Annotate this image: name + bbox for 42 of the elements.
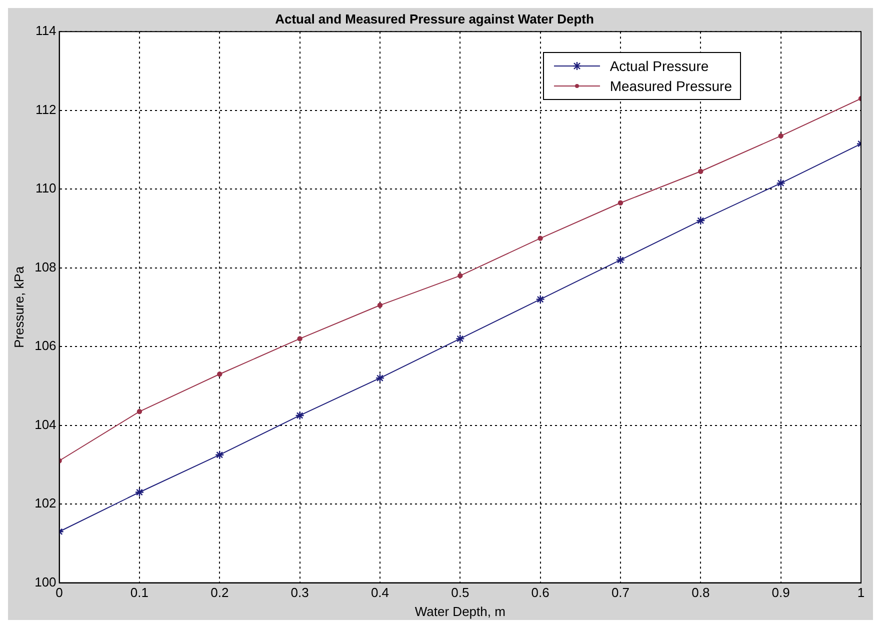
point — [698, 168, 704, 174]
y-tick-label: 112 — [36, 102, 56, 117]
y-tick-label: 108 — [34, 259, 56, 274]
x-tick-label: 0 — [56, 585, 63, 600]
legend-label: Measured Pressure — [610, 78, 732, 94]
x-tick-label: 0.1 — [130, 585, 148, 600]
y-tick-label: 100 — [34, 574, 56, 590]
point — [456, 334, 465, 344]
y-tick-label: 114 — [36, 23, 56, 38]
y-tick-label: 106 — [34, 338, 56, 354]
y-tick-label: 110 — [36, 180, 56, 196]
point — [297, 336, 302, 342]
x-tick-label: 0.7 — [611, 585, 630, 600]
y-tick-label: 102 — [34, 496, 56, 511]
x-tick-label: 0.9 — [772, 585, 790, 600]
point — [778, 133, 784, 139]
point — [616, 255, 626, 265]
x-tick-label: 0.8 — [692, 585, 710, 600]
point — [375, 373, 385, 383]
x-tick-label: 0.3 — [290, 585, 309, 600]
point — [776, 178, 786, 188]
point — [618, 200, 624, 206]
point — [217, 372, 222, 377]
x-tick-label: 0.4 — [370, 585, 390, 600]
point — [215, 450, 224, 460]
point — [136, 408, 142, 414]
point — [696, 216, 706, 226]
x-tick-label: 0.6 — [531, 585, 550, 600]
x-tick-label: 0.2 — [210, 585, 229, 600]
point — [458, 273, 463, 278]
legend-label: Actual Pressure — [610, 58, 709, 74]
point — [134, 488, 144, 497]
x-axis-title: Water Depth, m — [414, 604, 506, 619]
point — [295, 410, 304, 420]
point — [538, 236, 543, 241]
point — [377, 302, 383, 308]
point — [536, 294, 545, 304]
x-tick-label: 0.5 — [451, 585, 470, 600]
y-axis-title: Pressure, kPa — [11, 266, 26, 348]
chart-title: Actual and Measured Pressure against Water Depth — [275, 11, 594, 26]
x-tick-label: 1 — [857, 585, 865, 600]
y-tick-label: 104 — [34, 416, 56, 432]
